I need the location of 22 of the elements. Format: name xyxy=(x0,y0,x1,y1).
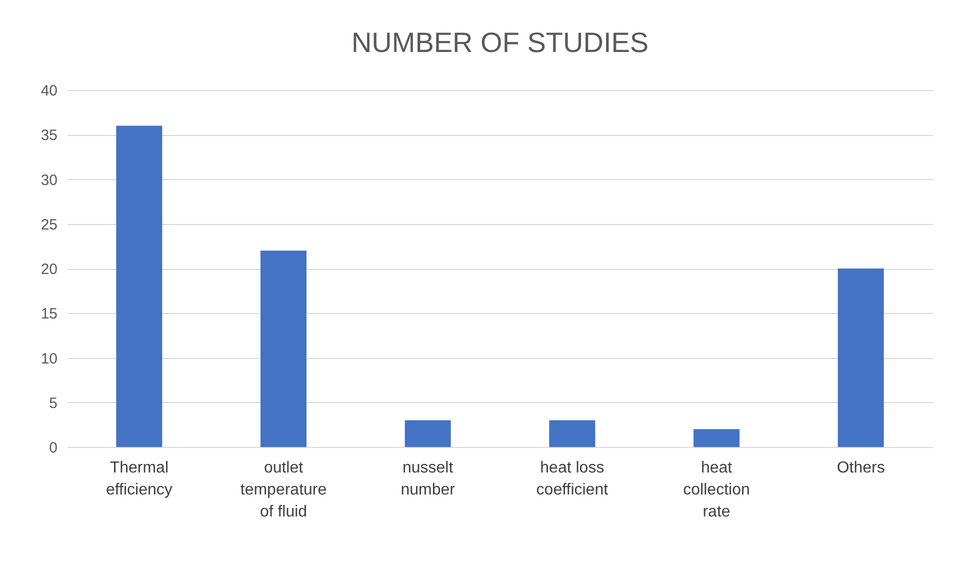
y-tick-label: 5 xyxy=(49,394,58,412)
x-tick-label: nusselt number xyxy=(400,460,456,498)
y-tick-label: 10 xyxy=(40,350,58,368)
bar xyxy=(260,250,306,447)
y-tick-label: 30 xyxy=(40,172,58,189)
y-tick-label: 25 xyxy=(40,216,58,234)
chart-title: NUMBER OF STUDIES xyxy=(351,27,649,58)
bar xyxy=(549,420,596,447)
bar xyxy=(116,126,162,447)
y-tick-label: 40 xyxy=(40,82,58,100)
y-tick-label: 15 xyxy=(40,306,58,323)
x-tick-label: Others xyxy=(836,460,885,476)
x-tick-label: outlet temperature of fluid xyxy=(240,460,327,520)
bar xyxy=(838,268,884,447)
x-tick-label: Thermal efficiency xyxy=(106,460,172,498)
y-tick-label: 20 xyxy=(40,261,58,278)
bar xyxy=(694,429,740,447)
x-tick-label: heat loss coefficient xyxy=(536,460,609,498)
y-tick-label: 0 xyxy=(49,440,58,456)
bar xyxy=(404,420,451,447)
x-tick-label: heat collection rate xyxy=(683,460,750,520)
y-tick-label: 35 xyxy=(40,127,58,144)
